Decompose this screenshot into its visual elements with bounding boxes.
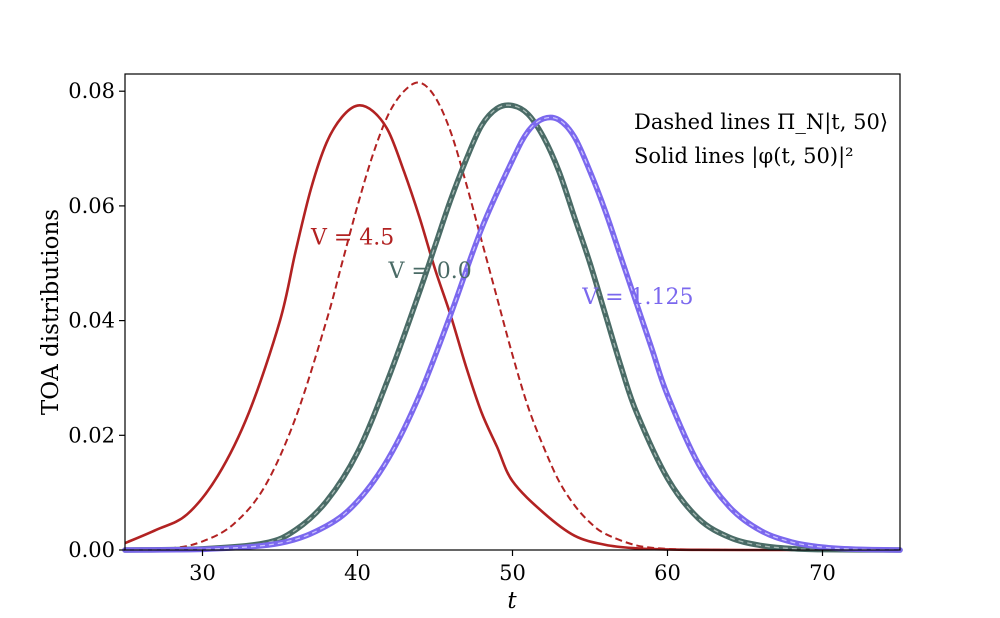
- plot-frame: [124, 73, 901, 551]
- x-tick-label: 60: [654, 561, 681, 585]
- curves-group: [122, 81, 903, 553]
- legend-note-solid: Solid lines |φ(t, 50)|²: [634, 144, 854, 169]
- x-tick-label: 40: [344, 561, 371, 585]
- series-v-1-125-dashed-overlay: [124, 116, 901, 551]
- curve-label: V = 4.5: [310, 225, 394, 250]
- curve-labels-group: V = 4.5 V = 0.0 V = 1.125: [310, 225, 694, 310]
- x-tick-label: 70: [809, 561, 836, 585]
- x-tick-label: 50: [499, 561, 526, 585]
- curve-label: V = 1.125: [581, 285, 693, 310]
- plot-background: [125, 74, 900, 550]
- y-tick-label: 0.08: [68, 79, 115, 103]
- x-tick-label: 30: [189, 561, 216, 585]
- series-v-4-5-dashed-line: [124, 81, 900, 552]
- legend-note-dashed: Dashed lines Π_N|t, 50⟩: [634, 110, 888, 135]
- y-tick-label: 0.04: [68, 309, 115, 333]
- y-tick-label: 0.06: [68, 194, 115, 218]
- y-tick-label: 0.00: [68, 538, 115, 562]
- y-axis-label: TOA distributions: [38, 209, 64, 415]
- y-tick-label: 0.02: [68, 423, 115, 447]
- series-v-0-0-dashed-overlay: [124, 104, 901, 551]
- x-axis-label: t: [507, 588, 517, 614]
- series-v-4-5-solid-line: [124, 104, 900, 552]
- curve-label: V = 0.0: [388, 259, 472, 284]
- ticks-group: 30 40 50 60 70 0.00 0.02 0.04 0.06 0.08: [68, 79, 836, 585]
